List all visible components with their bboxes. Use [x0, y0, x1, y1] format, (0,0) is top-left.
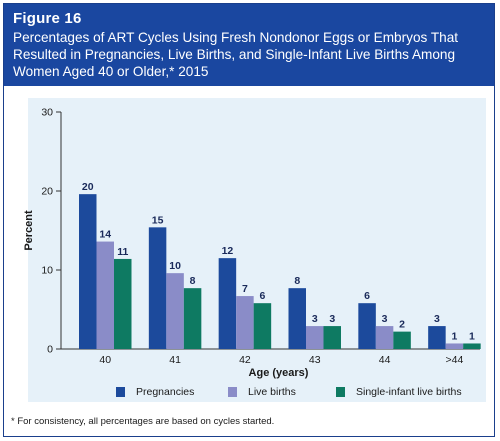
bar-live-births-4: [375, 326, 394, 349]
legend-label-pregnancies: Pregnancies: [136, 386, 195, 398]
x-tick-label: 44: [379, 354, 391, 366]
legend-item-pregnancies: Pregnancies: [116, 386, 194, 398]
legend-swatch-single-infant: [336, 387, 345, 397]
legend-item-live-births: Live births: [228, 386, 296, 398]
bar-pregnancies-4: [358, 303, 376, 349]
legend-item-single-infant: Single-infant live births: [336, 386, 462, 398]
bar-data-label: 6: [259, 290, 265, 302]
bar-data-label: 1: [469, 330, 475, 342]
bar-data-label: 1: [451, 330, 457, 342]
bar-single-infant-live-births-5: [463, 343, 481, 349]
bar-data-label: 20: [82, 181, 94, 193]
y-tick-label: 0: [47, 344, 53, 356]
bar-live-births-5: [445, 343, 464, 349]
bar-data-label: 12: [222, 245, 234, 257]
legend-swatch-pregnancies: [116, 387, 125, 397]
x-tick-label: 41: [169, 354, 181, 366]
y-axis-title: Percent: [23, 210, 35, 251]
bar-single-infant-live-births-2: [253, 303, 272, 349]
bar-pregnancies-1: [148, 227, 167, 349]
bar-live-births-3: [306, 326, 324, 349]
legend-swatch-live-births: [228, 387, 237, 397]
bar-data-label: 8: [190, 275, 196, 287]
figure-title: Percentages of ART Cycles Using Fresh No…: [13, 30, 459, 79]
x-axis-title: Age (years): [249, 367, 309, 379]
chart-legend: Pregnancies Live births Single-infant li…: [4, 386, 494, 406]
footnote: * For consistency, all percentages are b…: [11, 416, 275, 427]
x-tick-label: >44: [446, 354, 464, 366]
bar-data-label: 11: [117, 246, 128, 258]
bar-pregnancies-5: [428, 326, 446, 349]
bar-live-births-1: [166, 273, 184, 349]
bar-data-label: 2: [399, 319, 405, 331]
y-tick-label: 30: [41, 107, 53, 119]
bar-pregnancies-0: [79, 194, 97, 349]
bar-data-label: 6: [364, 290, 370, 302]
bar-single-infant-live-births-0: [114, 258, 132, 349]
bar-data-label: 10: [169, 260, 181, 272]
bar-data-label: 3: [382, 313, 388, 325]
bar-live-births-2: [236, 296, 254, 349]
bar-single-infant-live-births-3: [323, 326, 341, 349]
bar-live-births-0: [96, 241, 114, 349]
legend-label-live-births: Live births: [248, 386, 296, 398]
bar-data-label: 14: [99, 229, 111, 241]
bar-data-label: 8: [294, 275, 300, 287]
bar-single-infant-live-births-4: [393, 331, 411, 349]
bar-data-label: 7: [242, 283, 248, 295]
y-tick-label: 20: [41, 186, 53, 198]
x-tick-label: 40: [99, 354, 111, 366]
bar-data-label: 3: [312, 313, 318, 325]
bar-pregnancies-3: [288, 288, 306, 349]
bar-data-label: 15: [152, 214, 164, 226]
x-tick-label: 42: [239, 354, 251, 366]
figure-frame: Figure 16 Percentages of ART Cycles Usin…: [3, 3, 495, 437]
bar-pregnancies-2: [218, 258, 237, 349]
legend-label-single-infant: Single-infant live births: [356, 386, 462, 398]
figure-header: Figure 16 Percentages of ART Cycles Usin…: [4, 4, 494, 86]
bar-data-label: 3: [434, 313, 440, 325]
bar-data-label: 3: [329, 313, 335, 325]
y-tick-label: 10: [41, 265, 53, 277]
figure-label: Figure 16: [13, 10, 82, 27]
bar-single-infant-live-births-1: [183, 288, 202, 349]
x-tick-label: 43: [309, 354, 321, 366]
